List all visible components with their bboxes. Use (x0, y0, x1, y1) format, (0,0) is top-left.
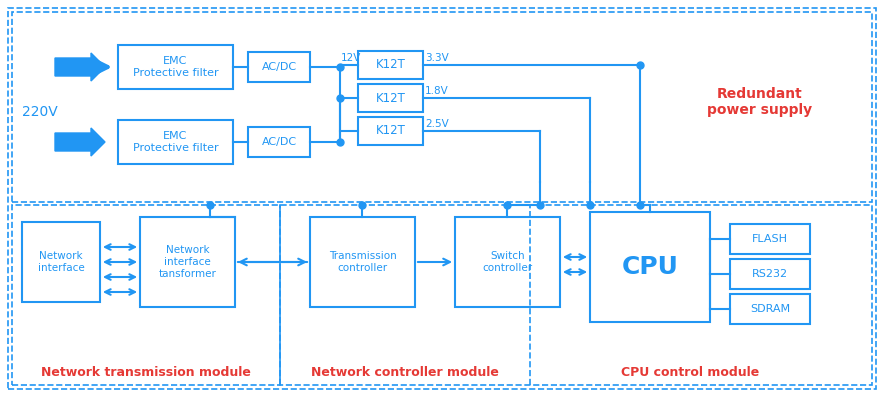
Text: 1.8V: 1.8V (425, 86, 449, 96)
Text: K12T: K12T (376, 125, 406, 137)
FancyArrow shape (55, 128, 105, 156)
Text: Redundant
power supply: Redundant power supply (707, 87, 812, 117)
Text: 220V: 220V (22, 105, 57, 119)
Text: Network transmission module: Network transmission module (41, 366, 251, 379)
Text: Transmission
controller: Transmission controller (329, 251, 396, 273)
FancyBboxPatch shape (248, 127, 310, 157)
Text: EMC
Protective filter: EMC Protective filter (133, 131, 218, 153)
Text: AC/DC: AC/DC (262, 62, 296, 72)
FancyBboxPatch shape (140, 217, 235, 307)
Text: 2.5V: 2.5V (425, 119, 449, 129)
Text: SDRAM: SDRAM (750, 304, 790, 314)
Text: K12T: K12T (376, 58, 406, 71)
Text: Network controller module: Network controller module (311, 366, 499, 379)
FancyBboxPatch shape (730, 294, 810, 324)
Text: RS232: RS232 (752, 269, 788, 279)
Text: Network
interface: Network interface (38, 251, 84, 273)
Text: CPU: CPU (621, 255, 678, 279)
FancyBboxPatch shape (730, 224, 810, 254)
Text: 12V: 12V (341, 53, 362, 63)
Text: K12T: K12T (376, 91, 406, 104)
FancyBboxPatch shape (358, 84, 423, 112)
FancyBboxPatch shape (248, 52, 310, 82)
FancyBboxPatch shape (455, 217, 560, 307)
FancyBboxPatch shape (590, 212, 710, 322)
Text: 3.3V: 3.3V (425, 53, 449, 63)
FancyBboxPatch shape (22, 222, 100, 302)
Text: Switch
controller: Switch controller (483, 251, 532, 273)
Text: FLASH: FLASH (752, 234, 788, 244)
FancyBboxPatch shape (730, 259, 810, 289)
FancyBboxPatch shape (358, 117, 423, 145)
FancyBboxPatch shape (358, 51, 423, 79)
Text: AC/DC: AC/DC (262, 137, 296, 147)
FancyBboxPatch shape (118, 120, 233, 164)
FancyBboxPatch shape (118, 45, 233, 89)
Text: Network
interface
tansformer: Network interface tansformer (158, 245, 217, 279)
Text: EMC
Protective filter: EMC Protective filter (133, 56, 218, 78)
FancyBboxPatch shape (310, 217, 415, 307)
Text: CPU control module: CPU control module (621, 366, 759, 379)
FancyArrow shape (55, 53, 105, 81)
